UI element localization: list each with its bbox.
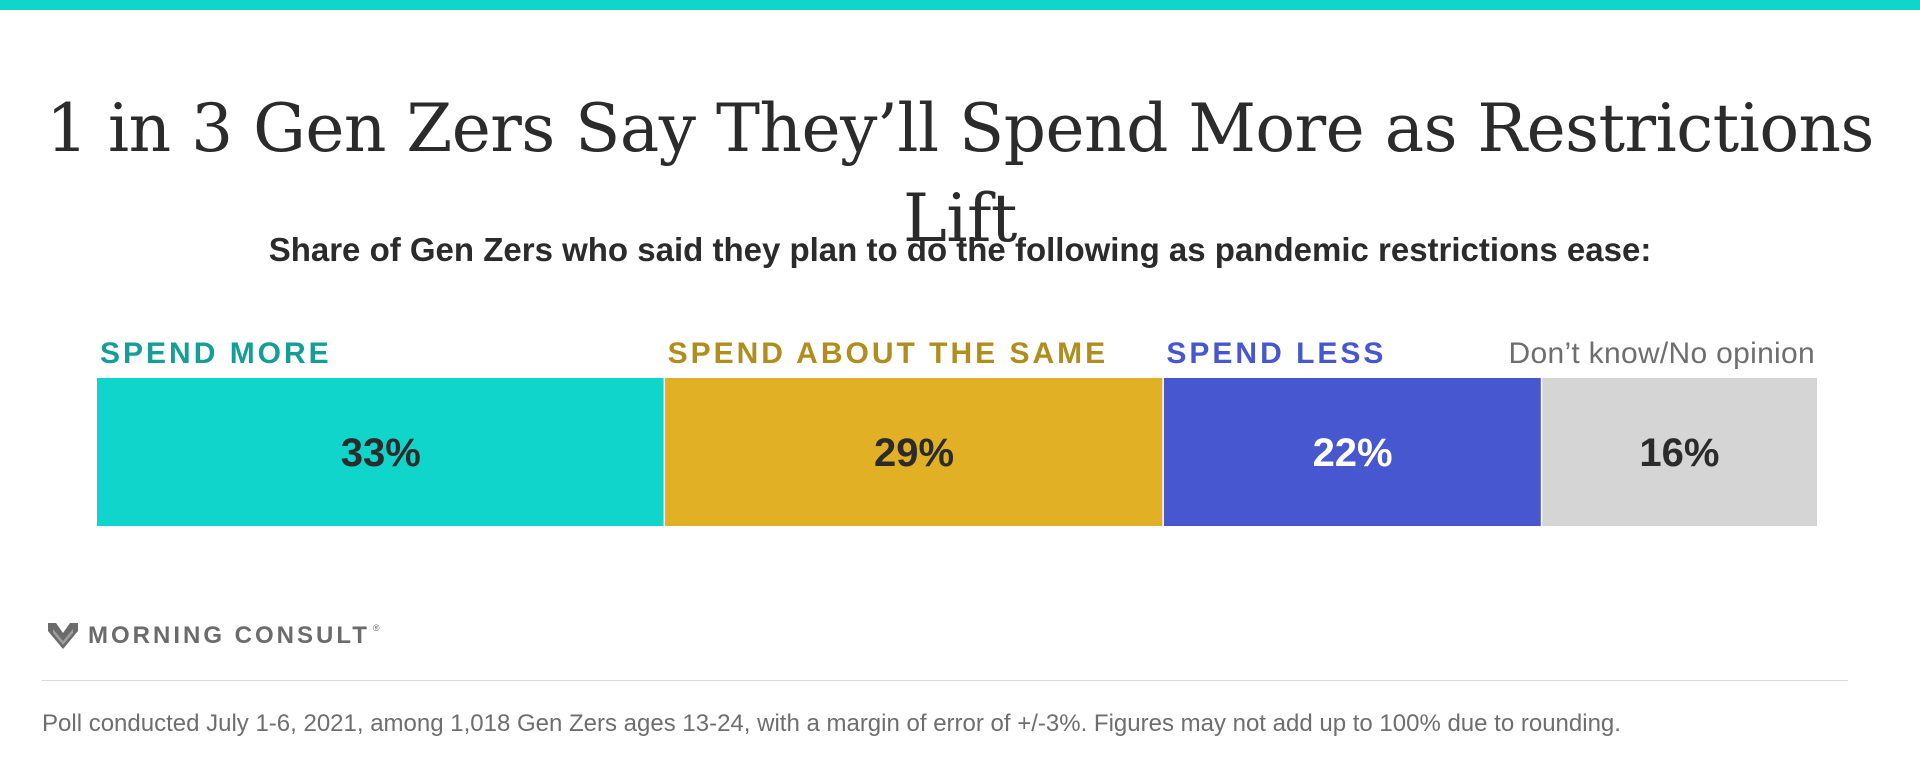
bar-segment-spend-about-the-same bbox=[664, 378, 1164, 526]
morning-consult-logo-icon bbox=[48, 623, 78, 649]
chart-title: 1 in 3 Gen Zers Say They’ll Spend More a… bbox=[46, 90, 1874, 257]
value-label-don-t-know-no-opinion: 16% bbox=[1639, 431, 1719, 475]
segment-separator bbox=[663, 378, 666, 526]
category-label-spend-more: SPEND MORE bbox=[100, 337, 332, 370]
footnote: Poll conducted July 1-6, 2021, among 1,0… bbox=[42, 710, 1621, 737]
category-label-spend-about-the-same: SPEND ABOUT THE SAME bbox=[668, 337, 1109, 370]
stacked-bar-chart: SPEND MORE 33% SPEND ABOUT THE SAME 29% SPEN… bbox=[97, 337, 1817, 526]
value-label-spend-less: 22% bbox=[1313, 431, 1393, 475]
bar-segment-spend-less bbox=[1163, 378, 1542, 526]
brand-name: MORNING CONSULT bbox=[88, 622, 370, 649]
footer-divider bbox=[42, 680, 1848, 681]
value-label-spend-more: 33% bbox=[341, 431, 421, 475]
segment-separator bbox=[1540, 378, 1543, 526]
bar-segment-don-t-know-no-opinion bbox=[1541, 378, 1817, 526]
segment-separator bbox=[1162, 378, 1164, 526]
top-accent-bar bbox=[0, 0, 1920, 10]
category-label-spend-less: SPEND LESS bbox=[1166, 337, 1386, 370]
bar-segment-spend-more bbox=[97, 378, 665, 526]
category-label-don-t-know-no-opinion: Don’t know/No opinion bbox=[1509, 337, 1815, 370]
brand-registered-mark: ® bbox=[372, 623, 380, 633]
chart-subtitle: Share of Gen Zers who said they plan to … bbox=[268, 231, 1652, 268]
value-label-spend-about-the-same: 29% bbox=[874, 431, 954, 475]
brand-logo: MORNING CONSULT ® bbox=[48, 620, 380, 652]
